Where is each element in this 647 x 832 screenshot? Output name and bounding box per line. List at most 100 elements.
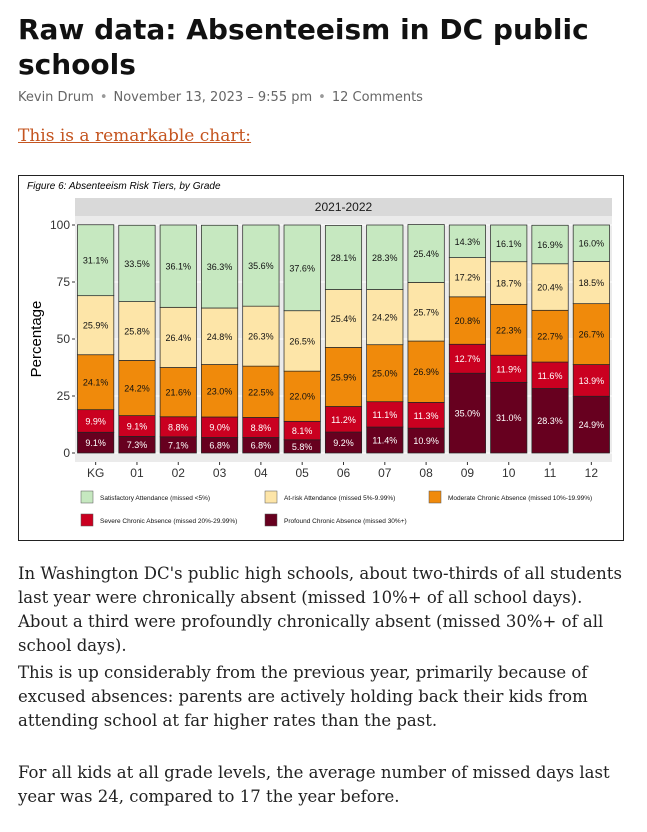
data-label: 37.6% (289, 263, 315, 273)
article-title: Raw data: Absenteeism in DC public schoo… (18, 13, 589, 81)
bar-segment (118, 360, 156, 416)
bar-segment (407, 282, 445, 342)
bar-segment (324, 289, 363, 348)
y-axis-label: Percentage (28, 301, 45, 378)
data-label: 22.7% (537, 332, 563, 342)
data-label: 11.4% (372, 436, 397, 446)
legend-label: Severe Chronic Absence (missed 20%-29.99… (100, 518, 237, 525)
x-tick-label: 01 (130, 466, 144, 480)
data-label: 31.1% (83, 256, 109, 266)
data-label: 20.4% (537, 283, 563, 293)
bar-segment (448, 257, 486, 298)
bar-segment (118, 301, 156, 361)
data-label: 6.8% (251, 441, 272, 451)
data-label: 26.5% (289, 336, 315, 346)
bar-segment (118, 224, 156, 302)
data-label: 31.0% (496, 413, 522, 423)
x-tick-label: 02 (172, 466, 186, 480)
data-label: 9.9% (85, 416, 106, 426)
comments-link[interactable]: 12 Comments (331, 90, 423, 105)
bar-segment (283, 310, 321, 372)
bar-segment (490, 303, 528, 356)
data-label: 8.1% (292, 426, 313, 436)
data-label: 16.0% (579, 239, 605, 249)
y-tick-label: 50 (57, 332, 71, 346)
data-label: 28.3% (537, 416, 563, 426)
legend-label: Moderate Chronic Absence (missed 10%-19.… (448, 495, 592, 502)
legend-label: Satisfactory Attendance (missed <5%) (100, 495, 210, 502)
bar-segment (531, 309, 569, 363)
bar-segment (572, 261, 610, 305)
data-label: 11.3% (414, 411, 439, 421)
y-tick-label: 0 (63, 446, 70, 460)
bar-segment (407, 340, 445, 403)
data-label: 18.7% (496, 279, 522, 289)
stacked-bar-chart: Figure 6: Absenteeism Risk Tiers, by Gra… (27, 181, 612, 527)
facet-label: 2021-2022 (315, 200, 373, 214)
data-label: 17.2% (455, 273, 481, 283)
data-label: 26.3% (248, 332, 274, 342)
x-tick-label: 11 (544, 466, 557, 480)
x-tick-label: 03 (213, 466, 227, 480)
bar-segment (531, 361, 569, 389)
x-tick-label: 08 (419, 466, 433, 480)
bar-segment (159, 306, 197, 368)
data-label: 11.2% (331, 415, 356, 425)
post-date[interactable]: November 13, 2023 – 9:55 pm (113, 90, 313, 105)
data-label: 24.1% (83, 378, 109, 388)
bar-segment (366, 401, 404, 428)
bar-segment (448, 343, 486, 374)
paragraph-1: In Washington DC's public high schools, … (18, 564, 622, 655)
x-tick-label: 04 (254, 466, 268, 480)
bar-segment (324, 406, 363, 433)
legend-swatch (428, 490, 442, 504)
legend-swatch (264, 490, 278, 504)
bar-segment (448, 224, 486, 258)
chart-figure: Figure 6: Absenteeism Risk Tiers, by Gra… (18, 175, 624, 541)
bar-segment (407, 427, 445, 454)
data-label: 24.2% (372, 313, 398, 323)
bar-segment (531, 388, 569, 454)
bar-segment (407, 402, 445, 429)
data-label: 11.1% (372, 410, 397, 420)
bar-segment (490, 261, 528, 305)
x-tick-label: KG (87, 466, 104, 480)
data-label: 14.3% (455, 237, 481, 247)
data-label: 16.1% (496, 239, 522, 249)
bar-segment (448, 296, 486, 345)
chart-source-link[interactable]: This is a remarkable chart: (18, 126, 252, 146)
author-link[interactable]: Kevin Drum (18, 90, 94, 105)
data-label: 24.8% (207, 332, 233, 342)
data-label: 25.4% (413, 249, 439, 259)
data-label: 22.5% (248, 387, 274, 397)
article-meta: Kevin Drum • November 13, 2023 – 9:55 pm • 1… (18, 90, 423, 105)
meta-separator: • (318, 90, 326, 105)
facet-strip (75, 198, 612, 216)
data-label: 10.9% (413, 436, 439, 446)
bar-segment (366, 224, 404, 290)
data-label: 36.3% (207, 262, 233, 272)
bar-segment (366, 289, 404, 346)
data-label: 13.9% (579, 376, 605, 386)
legend-label: At-risk Attendance (missed 5%-9.99%) (284, 495, 395, 502)
meta-separator: • (99, 90, 108, 105)
data-label: 9.2% (333, 438, 354, 448)
data-label: 35.6% (248, 261, 274, 271)
y-tick-label: 100 (50, 218, 70, 232)
data-label: 23.0% (207, 386, 233, 396)
data-label: 26.9% (413, 367, 439, 377)
data-label: 16.9% (537, 240, 563, 250)
data-label: 18.5% (579, 278, 605, 288)
data-label: 25.4% (331, 314, 357, 324)
data-label: 25.7% (413, 307, 439, 317)
data-label: 35.0% (455, 409, 481, 419)
data-label: 33.5% (124, 259, 150, 269)
data-label: 9.0% (209, 423, 230, 433)
bar-segment (407, 224, 445, 283)
data-label: 25.9% (331, 372, 357, 382)
data-label: 21.6% (166, 388, 192, 398)
bar-segment (159, 367, 197, 418)
data-label: 12.7% (455, 354, 481, 364)
paragraph-2: This is up considerably from the previou… (18, 663, 588, 730)
paragraph-3: For all kids at all grade levels, the av… (18, 763, 610, 806)
